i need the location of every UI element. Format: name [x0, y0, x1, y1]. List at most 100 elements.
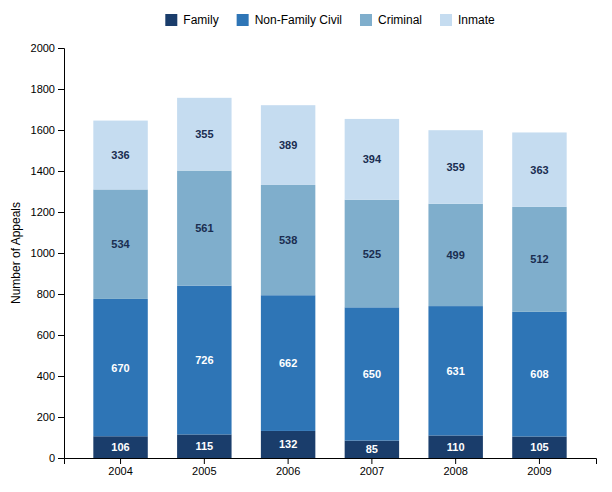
- x-tick-mark: [204, 458, 205, 464]
- legend: Family Non-Family Civil Criminal Inmate: [165, 13, 495, 27]
- legend-item: Family: [165, 13, 218, 27]
- data-label: 670: [111, 362, 129, 374]
- y-tick-label: 200: [37, 411, 55, 423]
- y-tick-mark: [58, 89, 64, 90]
- data-label: 512: [530, 253, 548, 265]
- x-tick-mark: [288, 458, 289, 464]
- bar-segment: [512, 436, 566, 458]
- x-tick-label: 2007: [360, 465, 384, 477]
- data-label: 132: [279, 438, 297, 450]
- bar-segment: [261, 295, 315, 431]
- y-tick-mark: [58, 253, 64, 254]
- bar-segment: [93, 299, 147, 436]
- bar-segment: [93, 189, 147, 298]
- bar-segment: [177, 171, 231, 286]
- y-axis: 0 200 400 600 800 1000 1200 1400 1600 1800 2000: [31, 42, 65, 464]
- y-tick: 600: [37, 329, 64, 341]
- y-tick-mark: [58, 417, 64, 418]
- y-tick-mark: [58, 376, 64, 377]
- data-label: 363: [530, 164, 548, 176]
- y-tick: 200: [37, 411, 64, 423]
- x-tick-label: 2005: [192, 465, 216, 477]
- bar-segment: [428, 204, 482, 306]
- y-tick-label: 600: [37, 329, 55, 341]
- bar-segment: [261, 431, 315, 458]
- legend-label: Non-Family Civil: [255, 13, 342, 27]
- y-tick: 400: [37, 370, 64, 382]
- legend-swatch: [360, 14, 372, 26]
- x-tick: 2009: [527, 458, 551, 477]
- data-label: 499: [446, 249, 464, 261]
- y-tick-label: 1400: [31, 165, 55, 177]
- data-label: 631: [446, 365, 464, 377]
- y-tick-mark: [58, 335, 64, 336]
- y-tick-mark: [58, 458, 64, 459]
- data-label: 662: [279, 357, 297, 369]
- data-label: 355: [195, 128, 213, 140]
- legend-swatch: [165, 14, 177, 26]
- data-label: 394: [363, 153, 382, 165]
- y-tick-label: 2000: [31, 42, 55, 54]
- legend-item: Criminal: [360, 13, 422, 27]
- y-tick: 1600: [31, 124, 64, 136]
- x-tick: 2005: [192, 458, 216, 477]
- legend-swatch: [440, 14, 452, 26]
- bar-segment: [345, 119, 399, 200]
- data-labels: 1066705343361157265613551326625383898565…: [111, 128, 548, 455]
- y-tick: 0: [49, 452, 64, 464]
- bar-segment: [177, 434, 231, 458]
- data-label: 336: [111, 149, 129, 161]
- bar-segment: [261, 185, 315, 295]
- x-tick-mark: [539, 458, 540, 464]
- bar-segment: [345, 200, 399, 308]
- y-tick: 1800: [31, 83, 64, 95]
- x-tick-label: 2006: [276, 465, 300, 477]
- y-tick-label: 1800: [31, 83, 55, 95]
- x-tick-mark: [120, 458, 121, 464]
- x-tick: 2004: [108, 458, 132, 477]
- x-tick: 2008: [443, 458, 467, 477]
- y-tick-label: 1600: [31, 124, 55, 136]
- data-label: 534: [111, 238, 130, 250]
- bar-segment: [512, 132, 566, 206]
- bar-segment: [261, 105, 315, 185]
- y-axis-line: [58, 49, 65, 459]
- y-tick-label: 1200: [31, 206, 55, 218]
- data-label: 359: [446, 161, 464, 173]
- chart: 1066705343361157265613551326625383898565…: [0, 0, 612, 492]
- y-tick: 1400: [31, 165, 64, 177]
- data-label: 538: [279, 234, 297, 246]
- data-label: 105: [530, 441, 548, 453]
- y-tick: 1200: [31, 206, 64, 218]
- bar-segment: [428, 130, 482, 204]
- x-axis: 2004 2005 2006 2007 2008 2009: [65, 458, 597, 477]
- y-tick-mark: [58, 171, 64, 172]
- bar-segment: [345, 441, 399, 458]
- bar-segment: [177, 98, 231, 171]
- legend-label: Inmate: [458, 13, 495, 27]
- bar-segment: [512, 312, 566, 437]
- x-tick-label: 2004: [108, 465, 132, 477]
- bar-segment: [93, 436, 147, 458]
- y-tick-label: 800: [37, 288, 55, 300]
- bars: [93, 98, 566, 458]
- legend-swatch: [237, 14, 249, 26]
- data-label: 525: [363, 248, 381, 260]
- y-tick-mark: [58, 294, 64, 295]
- plot: 1066705343361157265613551326625383898565…: [31, 42, 597, 477]
- bar-segment: [512, 207, 566, 312]
- x-tick-mark: [455, 458, 456, 464]
- y-tick-mark: [58, 130, 64, 131]
- data-label: 110: [447, 441, 465, 453]
- bar-segment: [428, 435, 482, 458]
- x-tick-label: 2008: [443, 465, 467, 477]
- y-tick-mark: [58, 48, 64, 49]
- legend-label: Criminal: [378, 13, 422, 27]
- legend-item: Non-Family Civil: [237, 13, 342, 27]
- x-tick-label: 2009: [527, 465, 551, 477]
- x-tick: 2006: [276, 458, 300, 477]
- y-tick-label: 1000: [31, 247, 55, 259]
- y-tick: 800: [37, 288, 64, 300]
- y-tick-label: 400: [37, 370, 55, 382]
- bar-segment: [345, 307, 399, 440]
